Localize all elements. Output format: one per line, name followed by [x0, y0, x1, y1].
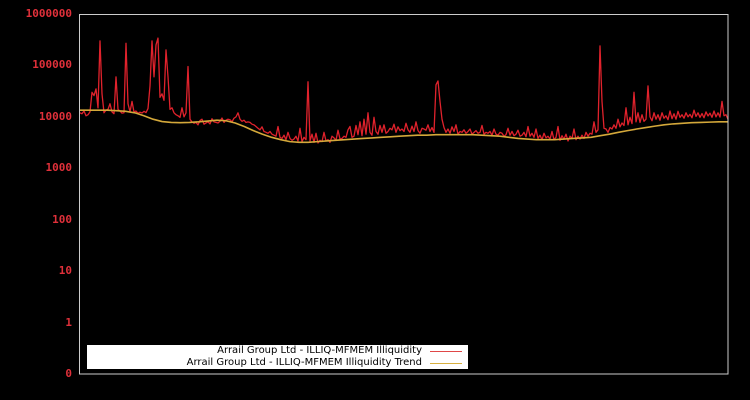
legend-item-illiquidity: Arrail Group Ltd - ILLIQ-MFMEM Illiquidi… [217, 345, 468, 357]
y-tick-label: 1 [65, 315, 72, 329]
legend-line-swatch [430, 362, 462, 364]
y-tick-label: 10000 [38, 109, 72, 123]
y-tick-label: 100 [52, 212, 72, 226]
illiquidity-line [79, 37, 729, 144]
y-tick-label: 0 [65, 367, 72, 380]
legend-label: Arrail Group Ltd - ILLIQ-MFMEM Illiquidi… [217, 345, 422, 356]
legend-line-swatch [430, 350, 462, 352]
illiquidity-trend-line [80, 109, 728, 144]
chart-legend: Arrail Group Ltd - ILLIQ-MFMEM Illiquidi… [87, 345, 468, 369]
y-tick-label: 1000 [45, 161, 73, 175]
plot-frame [79, 14, 729, 375]
y-tick-label: 10 [58, 264, 72, 278]
legend-label: Arrail Group Ltd - ILLIQ-MFMEM Illiquidi… [186, 357, 422, 368]
legend-item-illiquidity-trend: Arrail Group Ltd - ILLIQ-MFMEM Illiquidi… [187, 357, 468, 369]
y-tick-label: 100000 [32, 58, 72, 72]
series-layer [79, 37, 729, 144]
y-tick-label: 1000000 [25, 7, 72, 20]
